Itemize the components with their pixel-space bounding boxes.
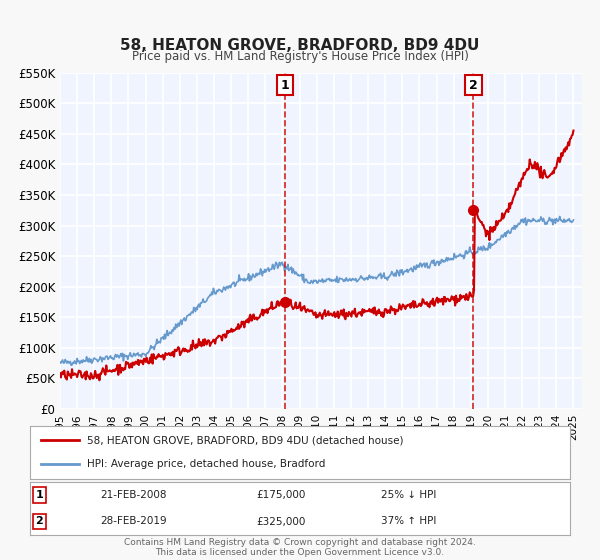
Text: HPI: Average price, detached house, Bradford: HPI: Average price, detached house, Brad… (86, 459, 325, 469)
Text: 25% ↓ HPI: 25% ↓ HPI (381, 490, 436, 500)
Text: 58, HEATON GROVE, BRADFORD, BD9 4DU (detached house): 58, HEATON GROVE, BRADFORD, BD9 4DU (det… (86, 436, 403, 446)
Text: 1: 1 (280, 78, 289, 91)
Text: 21-FEB-2008: 21-FEB-2008 (100, 490, 167, 500)
Text: 2: 2 (35, 516, 43, 526)
Text: 28-FEB-2019: 28-FEB-2019 (100, 516, 167, 526)
Text: £325,000: £325,000 (257, 516, 306, 526)
Text: 58, HEATON GROVE, BRADFORD, BD9 4DU: 58, HEATON GROVE, BRADFORD, BD9 4DU (121, 38, 479, 53)
Text: 2: 2 (469, 78, 478, 91)
Text: 1: 1 (35, 490, 43, 500)
Text: Price paid vs. HM Land Registry's House Price Index (HPI): Price paid vs. HM Land Registry's House … (131, 50, 469, 63)
Text: £175,000: £175,000 (257, 490, 306, 500)
Text: 37% ↑ HPI: 37% ↑ HPI (381, 516, 436, 526)
Text: Contains HM Land Registry data © Crown copyright and database right 2024.
This d: Contains HM Land Registry data © Crown c… (124, 538, 476, 557)
